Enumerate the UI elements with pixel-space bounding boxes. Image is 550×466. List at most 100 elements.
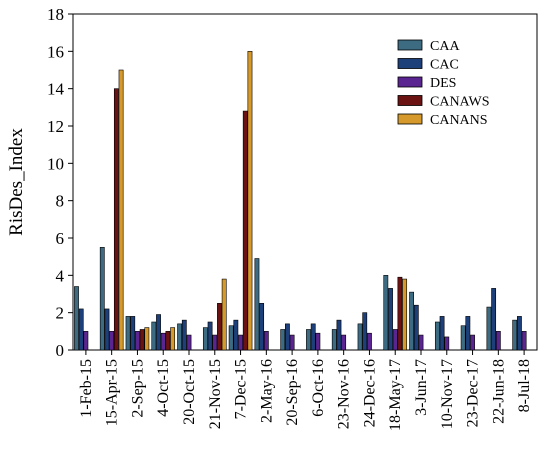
- bar-des: [109, 331, 115, 351]
- bar-des: [495, 331, 501, 351]
- bar-cac: [336, 319, 342, 351]
- legend-swatch-des: [397, 76, 423, 88]
- legend-swatch-canans: [397, 113, 423, 125]
- x-tick-label: 3-Jun-17: [413, 359, 430, 416]
- x-tick-label: 21-Nov-15: [207, 359, 224, 429]
- x-tick-label: 20-Oct-15: [181, 359, 198, 425]
- bar-cac: [259, 303, 265, 351]
- bar-caa: [409, 291, 414, 351]
- bar-des: [83, 331, 89, 351]
- bar-caa: [99, 247, 105, 351]
- bar-des: [289, 334, 295, 351]
- bar-caa: [460, 325, 466, 351]
- bar-caa: [254, 258, 260, 351]
- bar-cac: [362, 312, 368, 351]
- bar-canaws: [397, 276, 403, 351]
- legend-swatch-caa: [397, 39, 423, 51]
- bar-des: [470, 334, 475, 351]
- bar-canaws: [242, 110, 248, 351]
- bar-cac: [78, 308, 84, 351]
- bar-des: [341, 334, 347, 351]
- bar-caa: [151, 321, 157, 351]
- y-tick-label: 4: [56, 266, 65, 285]
- bar-caa: [125, 316, 131, 351]
- bar-caa: [228, 325, 234, 351]
- bar-canaws: [139, 329, 145, 351]
- plot-frame: [72, 13, 538, 351]
- bar-des: [135, 331, 140, 351]
- legend-label-des: DES: [430, 76, 456, 91]
- bar-canans: [221, 278, 227, 351]
- bar-cac: [413, 304, 419, 351]
- x-tick-label: 6-Oct-16: [310, 359, 327, 417]
- x-tick-label: 7-Dec-15: [233, 359, 250, 419]
- x-tick-label: 15-Apr-15: [104, 359, 121, 426]
- y-tick-label: 8: [56, 192, 65, 211]
- x-tick-label: 2-May-16: [258, 359, 275, 423]
- bar-des: [160, 332, 166, 351]
- bar-des: [263, 331, 269, 351]
- bar-canaws: [165, 331, 171, 351]
- bar-des: [238, 334, 243, 351]
- x-tick-label: 1-Feb-15: [78, 359, 95, 418]
- bar-caa: [306, 329, 311, 351]
- bar-canans: [170, 327, 176, 351]
- y-tick-label: 18: [47, 5, 64, 24]
- bar-cac: [439, 316, 445, 351]
- bar-des: [315, 332, 321, 351]
- bar-caa: [383, 275, 389, 351]
- bar-caa: [280, 329, 286, 351]
- bar-caa: [434, 321, 440, 351]
- x-tick-label: 24-Dec-16: [361, 359, 378, 427]
- bar-canaws: [217, 303, 222, 351]
- x-tick-label: 18-May-17: [387, 359, 404, 431]
- bar-des: [418, 334, 424, 351]
- bar-des: [392, 329, 398, 351]
- y-tick-label: 6: [56, 229, 65, 248]
- x-tick-label: 23-Dec-17: [465, 359, 482, 427]
- bar-cac: [310, 323, 316, 351]
- y-tick-label: 14: [47, 80, 65, 99]
- legend-label-canans: CANANS: [430, 113, 488, 128]
- bar-des: [521, 331, 527, 351]
- bar-caa: [357, 323, 363, 351]
- bar-canans: [144, 327, 150, 351]
- bar-canaws: [113, 88, 119, 351]
- bar-cac: [130, 316, 136, 351]
- y-tick-label: 2: [56, 304, 65, 323]
- bar-des: [444, 336, 450, 351]
- bar-caa: [486, 306, 492, 351]
- bar-cac: [181, 319, 187, 351]
- bar-des: [212, 334, 218, 351]
- x-tick-label: 23-Nov-16: [336, 359, 353, 429]
- bar-caa: [74, 286, 79, 351]
- bar-canans: [247, 51, 253, 351]
- bar-canans: [118, 69, 124, 351]
- bar-caa: [512, 319, 518, 351]
- bar-cac: [465, 316, 471, 351]
- y-axis-title: RisDes_Index: [6, 128, 27, 236]
- bar-des: [367, 332, 372, 351]
- bar-canans: [402, 278, 408, 351]
- x-axis: 1-Feb-15 15-Apr-15 2-Sep-15 4-Oct-15 20-Oct-…: [78, 350, 533, 431]
- bar-cac: [285, 323, 290, 351]
- bar-cac: [207, 321, 213, 351]
- x-tick-label: 4-Oct-15: [155, 359, 172, 417]
- bar-cac: [156, 314, 161, 351]
- bar-cac: [491, 288, 497, 351]
- x-tick-label: 8-Jul-18: [516, 359, 533, 412]
- x-tick-label: 2-Sep-15: [129, 359, 146, 418]
- legend-swatch-canaws: [397, 95, 423, 106]
- y-tick-label: 12: [47, 117, 64, 136]
- bar-caa: [202, 327, 208, 351]
- bars: [74, 51, 527, 351]
- legend-label-caa: CAA: [430, 39, 460, 54]
- legend-label-cac: CAC: [430, 58, 459, 73]
- x-tick-label: 22-Jun-18: [490, 359, 507, 424]
- legend-label-canaws: CANAWS: [430, 95, 490, 110]
- bar-des: [186, 334, 192, 351]
- bar-cac: [388, 288, 393, 351]
- bar-cac: [104, 308, 110, 351]
- x-tick-label: 10-Nov-17: [439, 359, 456, 429]
